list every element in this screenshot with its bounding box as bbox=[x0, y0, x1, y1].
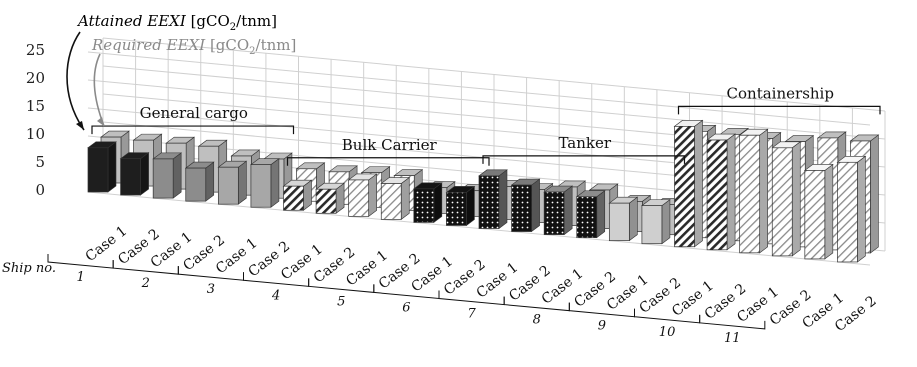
ship-number-label: 10 bbox=[659, 325, 676, 340]
ship-type-groups: General cargo Bulk Carrier Tanker Container… bbox=[91, 84, 881, 166]
attained-bar bbox=[87, 141, 117, 193]
gridline-front bbox=[87, 51, 871, 126]
legend-required-label: Required EEXI [gCO2/tnm] bbox=[91, 36, 296, 57]
group-bracket bbox=[91, 125, 295, 135]
attained-bar bbox=[543, 185, 574, 236]
attained-bar bbox=[641, 199, 671, 245]
attained-bar bbox=[445, 185, 476, 227]
attained-bar bbox=[119, 152, 150, 196]
y-tick-label: 0 bbox=[35, 181, 45, 199]
attained-bar bbox=[315, 182, 345, 214]
ship-number-label: 8 bbox=[533, 313, 541, 328]
y-tick-label: 25 bbox=[26, 41, 45, 59]
attained-bar bbox=[803, 163, 834, 260]
ship-number-label: 7 bbox=[467, 307, 476, 322]
gridlines bbox=[87, 37, 886, 266]
group-bracket bbox=[482, 155, 686, 164]
attained-bar bbox=[184, 161, 215, 202]
attained-bar bbox=[347, 173, 378, 217]
legend: Attained EEXI [gCO2/tnm] Required EEXI [… bbox=[66, 12, 296, 131]
y-tick-label: 15 bbox=[26, 97, 45, 115]
attained-bar bbox=[706, 133, 736, 251]
y-tick-label: 5 bbox=[35, 153, 45, 171]
attained-bar bbox=[282, 179, 313, 211]
attained-bar bbox=[217, 160, 248, 205]
attained-bar bbox=[771, 141, 802, 257]
group-label: General cargo bbox=[140, 104, 248, 122]
group-bracket bbox=[286, 157, 490, 166]
group-label: Bulk Carrier bbox=[342, 136, 438, 154]
ship-number-label: 6 bbox=[402, 300, 410, 315]
ship-axis-label: Ship no. bbox=[2, 261, 56, 276]
attained-bar bbox=[380, 176, 411, 220]
attained-bar bbox=[152, 152, 183, 199]
ship-number-label: 11 bbox=[724, 331, 741, 346]
attained-bar bbox=[575, 190, 606, 239]
attained-bar bbox=[836, 155, 867, 263]
y-axis-ticks: 25 20 15 10 5 0 bbox=[26, 41, 45, 199]
group-label: Tanker bbox=[558, 134, 611, 152]
ship-number-label: 2 bbox=[141, 276, 150, 291]
ship-number-label: 4 bbox=[271, 288, 280, 303]
ship-number-label: 9 bbox=[598, 319, 606, 334]
attained-bar bbox=[412, 182, 443, 224]
y-tick-label: 10 bbox=[26, 125, 45, 143]
legend-attained-arrowhead bbox=[76, 121, 84, 130]
group-bracket bbox=[677, 105, 881, 115]
attained-bar bbox=[510, 178, 541, 233]
legend-required-arrowhead bbox=[97, 117, 104, 126]
ship-bracket bbox=[699, 314, 766, 330]
attained-bar bbox=[250, 158, 280, 208]
bars bbox=[87, 119, 880, 263]
y-tick-label: 20 bbox=[26, 69, 45, 87]
group-label: Containership bbox=[727, 84, 834, 102]
legend-attained-arrow bbox=[66, 31, 85, 131]
attained-bar bbox=[608, 196, 639, 242]
attained-bar bbox=[673, 119, 704, 248]
attained-bar bbox=[738, 128, 769, 254]
ship-number-label: 3 bbox=[207, 282, 215, 297]
ship-number-label: 5 bbox=[337, 294, 345, 309]
legend-attained-label: Attained EEXI [gCO2/tnm] bbox=[76, 12, 277, 33]
attained-bar bbox=[478, 169, 508, 230]
ship-number-label: 1 bbox=[76, 270, 84, 285]
